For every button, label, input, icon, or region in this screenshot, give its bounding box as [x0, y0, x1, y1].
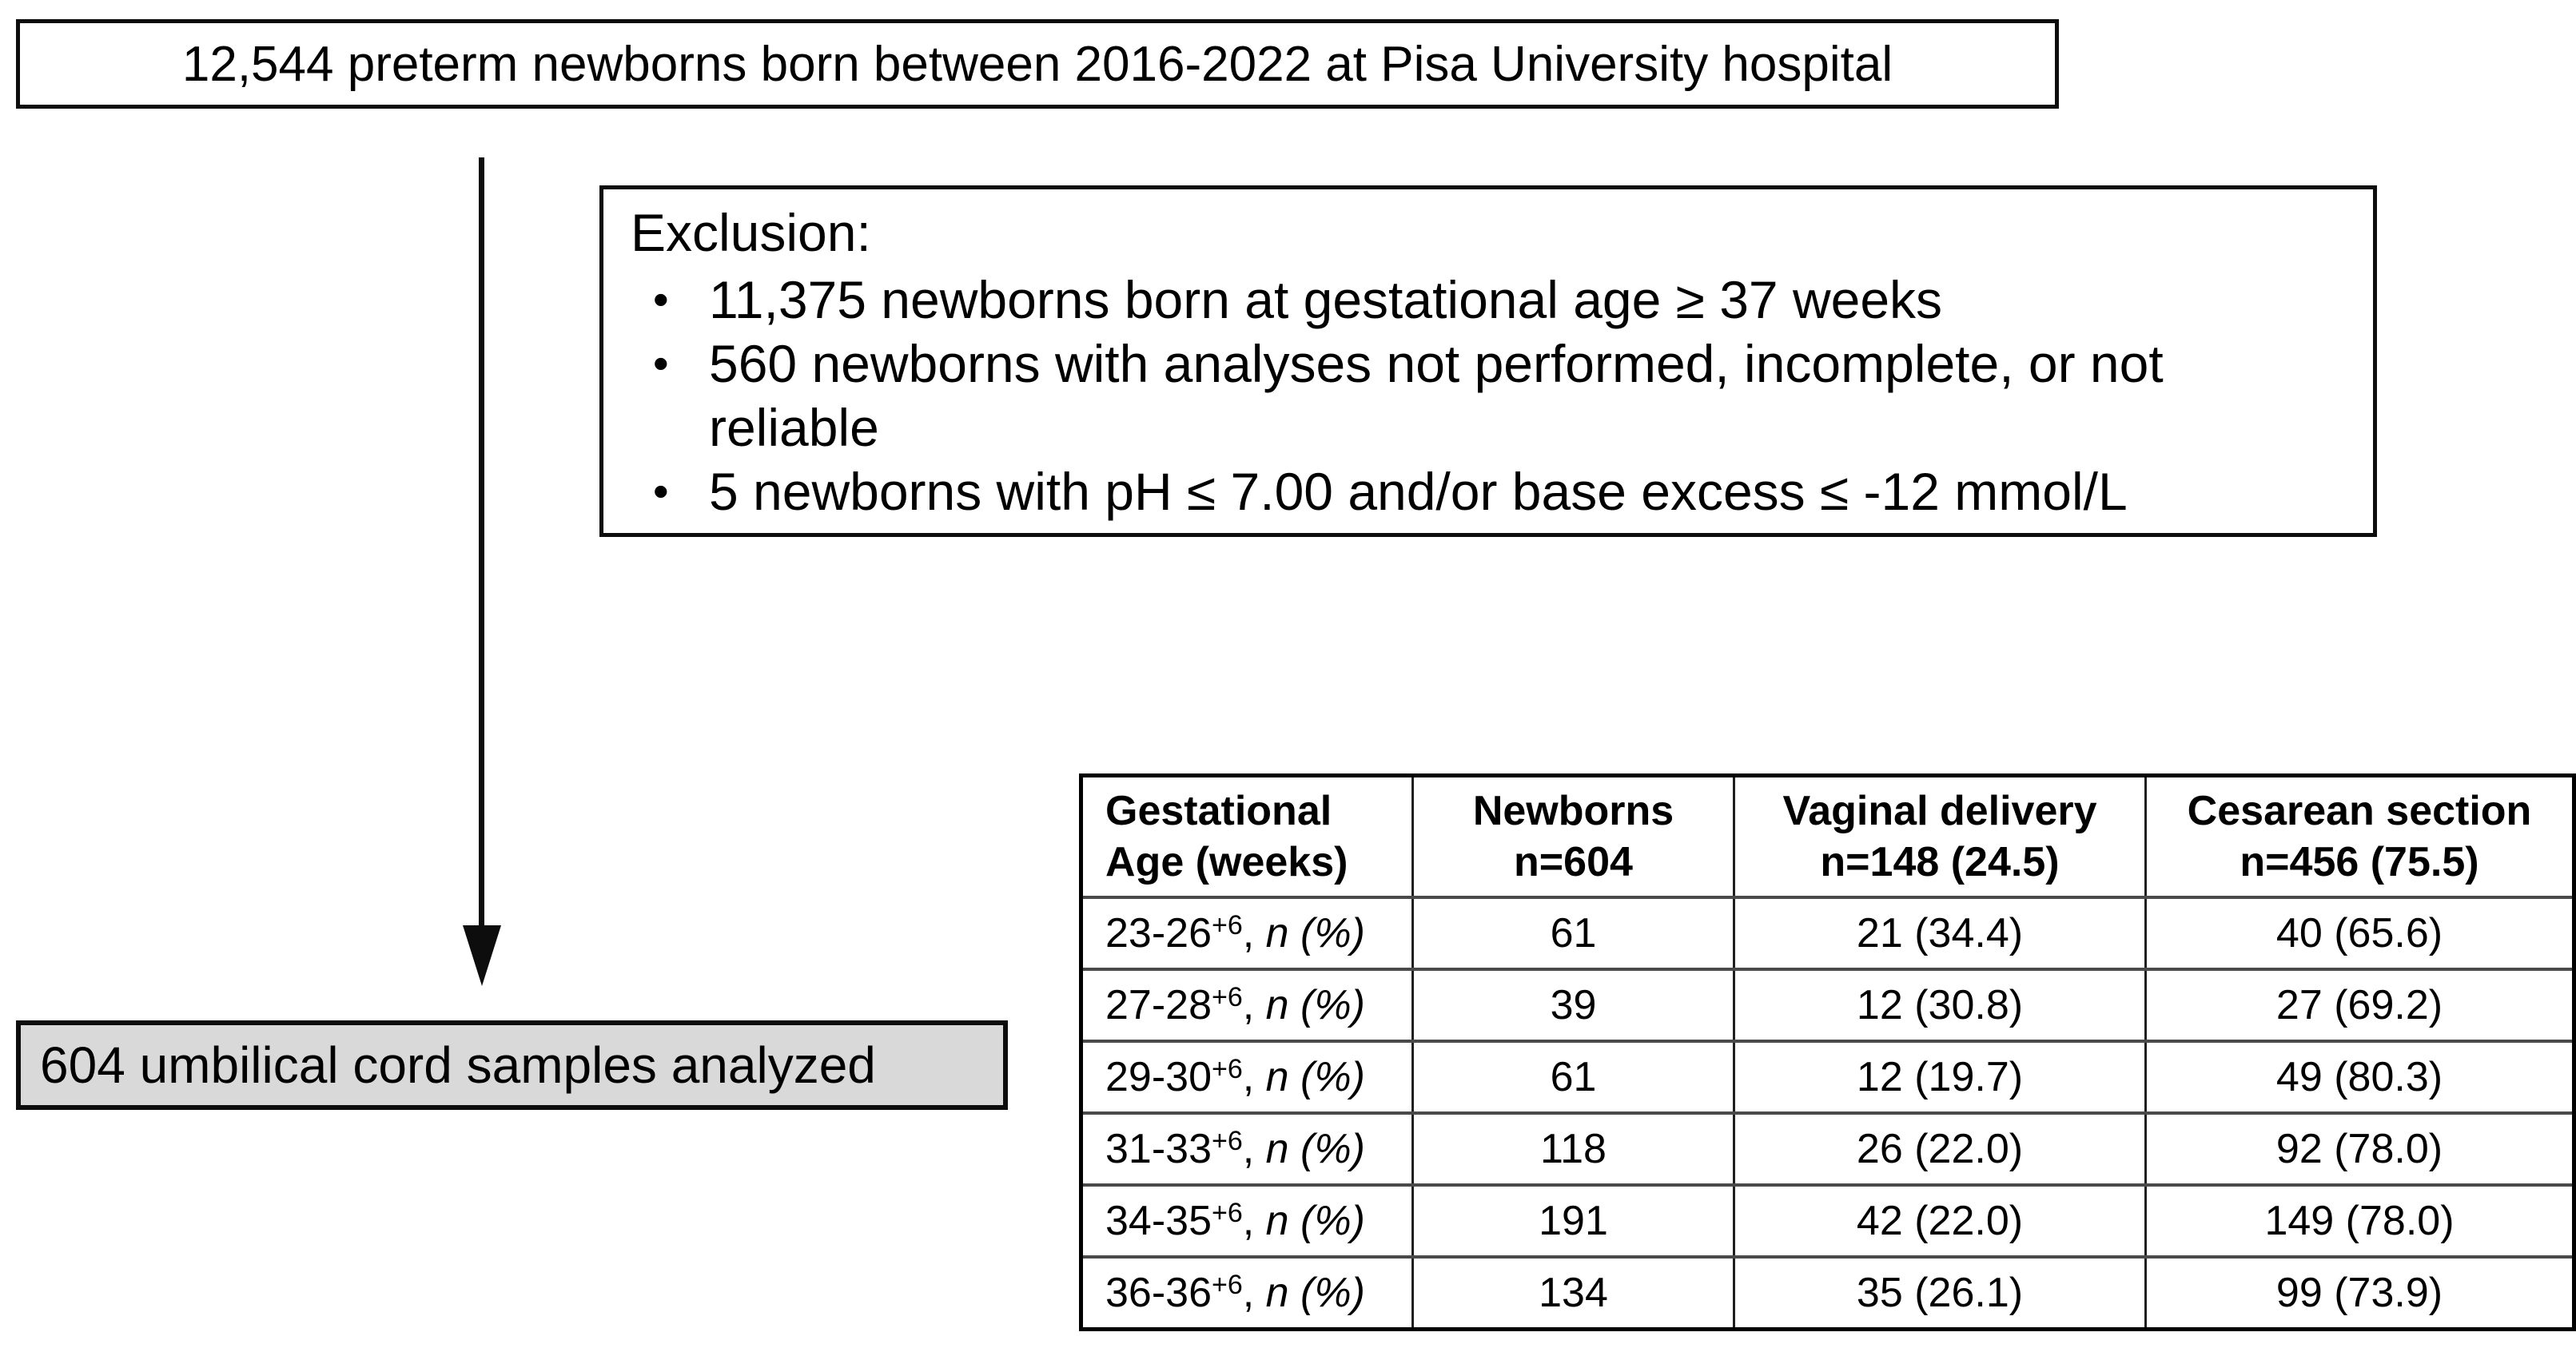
cell-newborns: 134 — [1411, 1255, 1735, 1330]
header-line: Newborns — [1472, 788, 1674, 834]
age-range-superscript: +6 — [1212, 1126, 1243, 1156]
bullet-icon: • — [653, 338, 669, 388]
label-n-percent: n (%) — [1265, 982, 1365, 1028]
total-population-box: 12,544 preterm newborns born between 201… — [16, 19, 2059, 109]
label-separator: , — [1242, 1126, 1266, 1172]
age-range-superscript: +6 — [1212, 1269, 1243, 1300]
cell-newborns: 118 — [1411, 1111, 1735, 1187]
table-row: 23-26+6, n (%) 61 21 (34.4) 40 (65.6) — [1080, 896, 2575, 971]
header-newborns: Newborns n=604 — [1411, 773, 1735, 899]
header-line: n=604 — [1514, 839, 1633, 885]
cell-gestational-age: 29-30+6, n (%) — [1080, 1040, 1414, 1115]
exclusion-item: • 560 newborns with analyses not perform… — [631, 332, 2346, 459]
label-n-percent: n (%) — [1265, 1054, 1365, 1100]
cell-vaginal-delivery: 21 (34.4) — [1733, 896, 2147, 971]
cell-gestational-age: 27-28+6, n (%) — [1080, 968, 1414, 1043]
analyzed-samples-text: 604 umbilical cord samples analyzed — [40, 1036, 876, 1094]
header-line: Age (weeks) — [1105, 839, 1348, 885]
cell-newborns: 61 — [1411, 896, 1735, 971]
cell-newborns: 191 — [1411, 1183, 1735, 1259]
cell-cesarean-section: 99 (73.9) — [2144, 1255, 2575, 1330]
cell-vaginal-delivery: 12 (19.7) — [1733, 1040, 2147, 1115]
age-range: 36-36 — [1105, 1269, 1212, 1316]
cell-vaginal-delivery: 35 (26.1) — [1733, 1255, 2147, 1330]
exclusion-title: Exclusion: — [631, 203, 871, 262]
age-range: 31-33 — [1105, 1126, 1212, 1172]
down-arrow-head-icon — [463, 925, 501, 986]
age-range-superscript: +6 — [1212, 1198, 1243, 1228]
cell-gestational-age: 23-26+6, n (%) — [1080, 896, 1414, 971]
header-line: n=148 (24.5) — [1820, 839, 2060, 885]
bullet-icon: • — [653, 466, 669, 516]
label-separator: , — [1242, 982, 1266, 1028]
age-range-superscript: +6 — [1212, 910, 1243, 940]
cell-cesarean-section: 40 (65.6) — [2144, 896, 2575, 971]
header-gestational-age: Gestational Age (weeks) — [1080, 773, 1414, 899]
age-range: 34-35 — [1105, 1198, 1212, 1244]
label-separator: , — [1242, 1054, 1266, 1100]
cell-vaginal-delivery: 26 (22.0) — [1733, 1111, 2147, 1187]
exclusion-item-text: 11,375 newborns born at gestational age … — [709, 270, 1943, 329]
bullet-icon: • — [653, 274, 669, 324]
age-range-superscript: +6 — [1212, 1054, 1243, 1084]
table-row: 36-36+6, n (%) 134 35 (26.1) 99 (73.9) — [1080, 1255, 2575, 1330]
exclusion-item-text: 560 newborns with analyses not performed… — [709, 334, 2164, 457]
header-line: Vaginal delivery — [1782, 788, 2097, 834]
age-range: 29-30 — [1105, 1054, 1212, 1100]
label-n-percent: n (%) — [1265, 1126, 1365, 1172]
table-row: 29-30+6, n (%) 61 12 (19.7) 49 (80.3) — [1080, 1040, 2575, 1115]
label-n-percent: n (%) — [1265, 1269, 1365, 1316]
label-n-percent: n (%) — [1265, 1198, 1365, 1244]
label-separator: , — [1242, 910, 1266, 956]
header-line: Cesarean section — [2187, 788, 2532, 834]
cell-cesarean-section: 149 (78.0) — [2144, 1183, 2575, 1259]
cell-cesarean-section: 27 (69.2) — [2144, 968, 2575, 1043]
table-row: 27-28+6, n (%) 39 12 (30.8) 27 (69.2) — [1080, 968, 2575, 1043]
cell-cesarean-section: 92 (78.0) — [2144, 1111, 2575, 1187]
exclusion-item-text: 5 newborns with pH ≤ 7.00 and/or base ex… — [709, 462, 2128, 521]
header-line: Gestational — [1105, 788, 1332, 834]
exclusion-item: • 5 newborns with pH ≤ 7.00 and/or base … — [631, 459, 2346, 523]
cell-gestational-age: 36-36+6, n (%) — [1080, 1255, 1414, 1330]
table-row: 31-33+6, n (%) 118 26 (22.0) 92 (78.0) — [1080, 1111, 2575, 1187]
cell-vaginal-delivery: 42 (22.0) — [1733, 1183, 2147, 1259]
cell-gestational-age: 34-35+6, n (%) — [1080, 1183, 1414, 1259]
cell-newborns: 39 — [1411, 968, 1735, 1043]
label-separator: , — [1242, 1269, 1266, 1316]
label-n-percent: n (%) — [1265, 910, 1365, 956]
down-arrow-line — [479, 157, 484, 925]
cell-cesarean-section: 49 (80.3) — [2144, 1040, 2575, 1115]
table-header-row: Gestational Age (weeks) Newborns n=604 V… — [1080, 773, 2575, 899]
age-range-superscript: +6 — [1212, 982, 1243, 1012]
cell-vaginal-delivery: 12 (30.8) — [1733, 968, 2147, 1043]
table-row: 34-35+6, n (%) 191 42 (22.0) 149 (78.0) — [1080, 1183, 2575, 1259]
header-vaginal-delivery: Vaginal delivery n=148 (24.5) — [1733, 773, 2147, 899]
age-range: 27-28 — [1105, 982, 1212, 1028]
label-separator: , — [1242, 1198, 1266, 1244]
exclusion-list: • 11,375 newborns born at gestational ag… — [631, 268, 2346, 523]
age-range: 23-26 — [1105, 910, 1212, 956]
exclusion-box: Exclusion: • 11,375 newborns born at ges… — [599, 185, 2377, 537]
exclusion-item: • 11,375 newborns born at gestational ag… — [631, 268, 2346, 332]
header-cesarean-section: Cesarean section n=456 (75.5) — [2144, 773, 2575, 899]
gestational-age-table: Gestational Age (weeks) Newborns n=604 V… — [1079, 773, 2576, 1331]
total-population-text: 12,544 preterm newborns born between 201… — [181, 36, 1893, 92]
header-line: n=456 (75.5) — [2240, 839, 2479, 885]
cell-gestational-age: 31-33+6, n (%) — [1080, 1111, 1414, 1187]
analyzed-samples-box: 604 umbilical cord samples analyzed — [16, 1020, 1008, 1110]
cell-newborns: 61 — [1411, 1040, 1735, 1115]
